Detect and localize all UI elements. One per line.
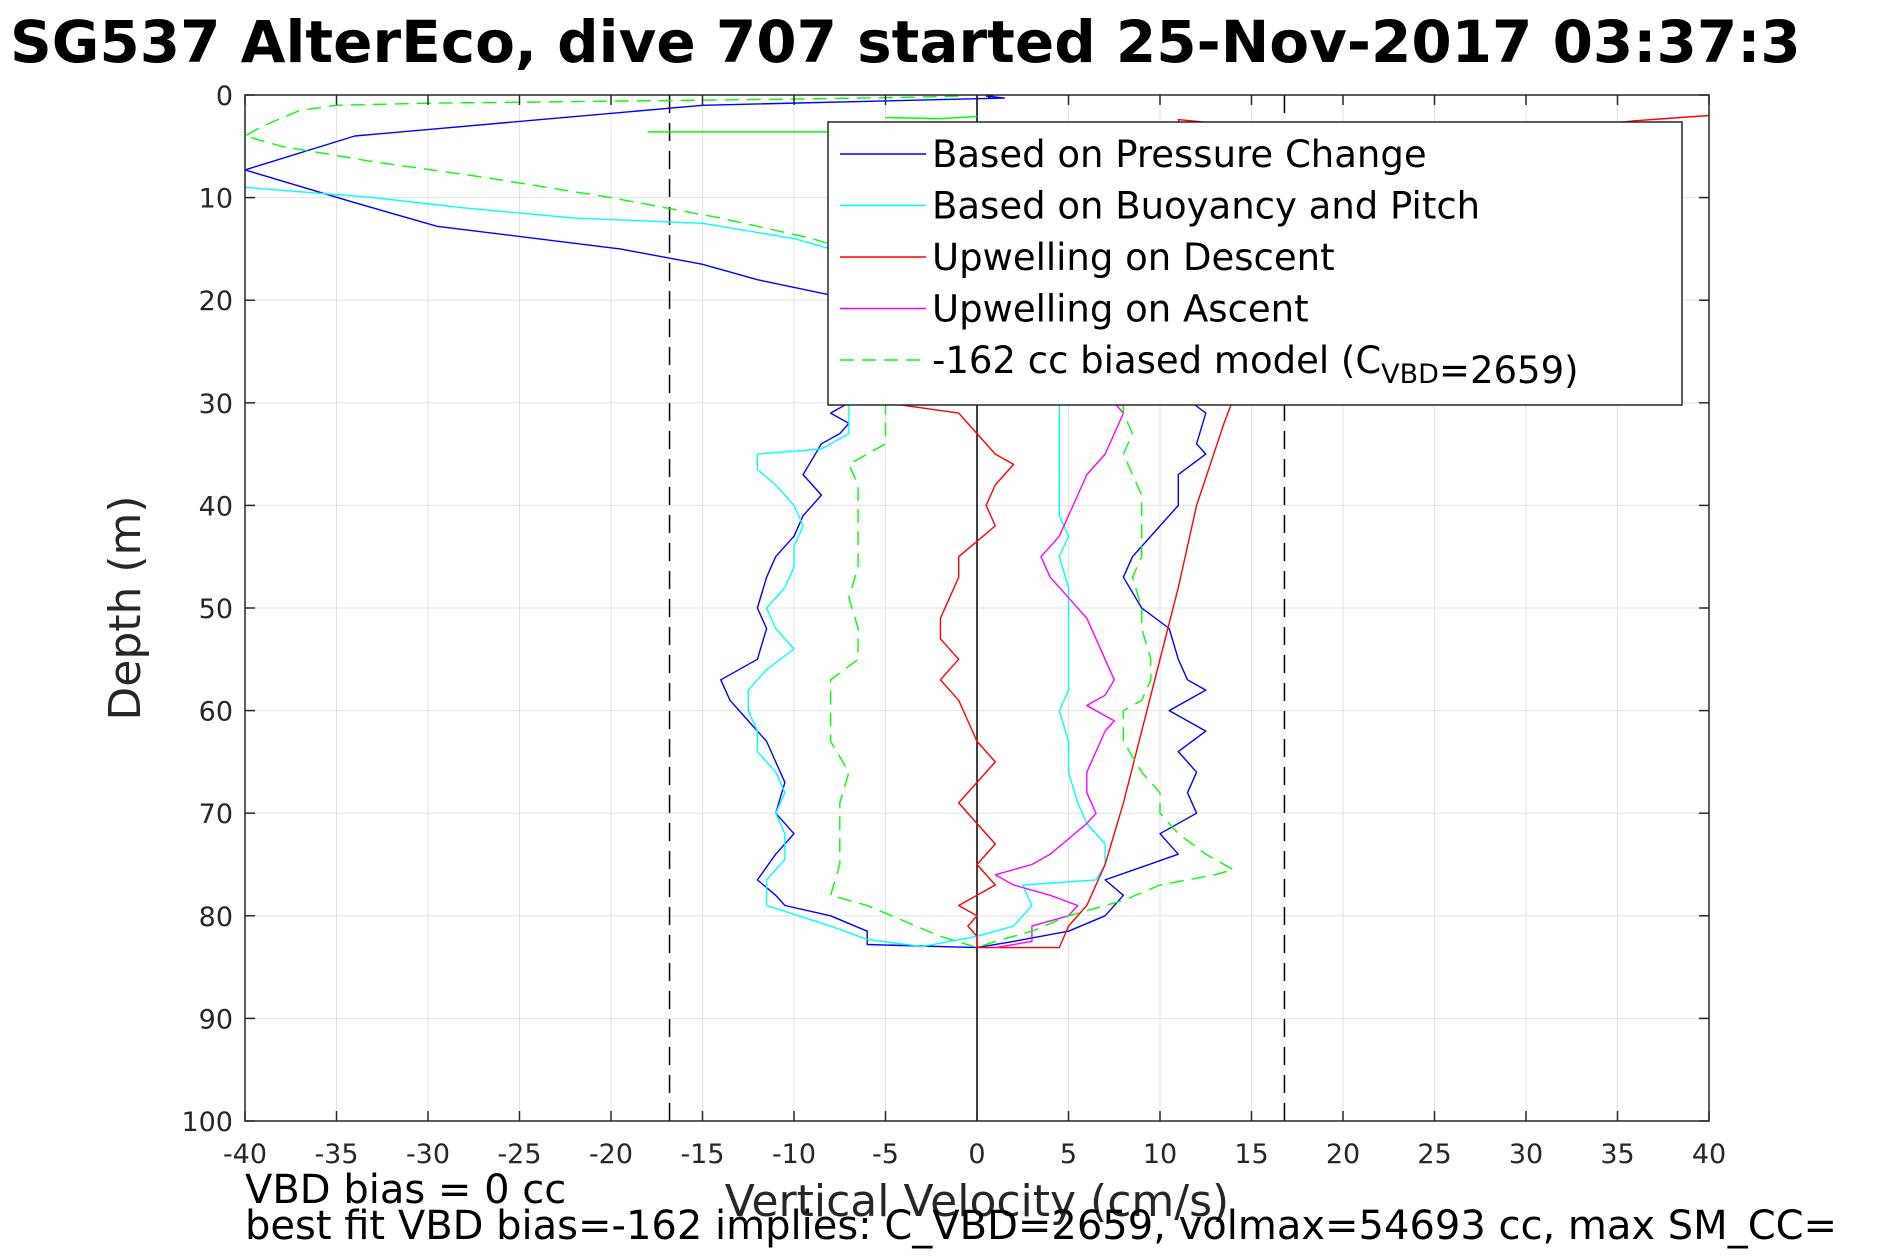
legend-label-2: Upwelling on Descent	[932, 236, 1335, 279]
series-line-3	[994, 402, 1125, 949]
legend-label-3: Upwelling on Ascent	[932, 288, 1309, 331]
x-tick-label: 30	[1509, 1139, 1543, 1170]
x-tick-label: 40	[1692, 1139, 1726, 1170]
legend-label-4: -162 cc biased model (CVBD=2659)	[932, 339, 1579, 392]
y-tick-label: 0	[216, 81, 233, 112]
y-tick-label: 40	[199, 491, 233, 522]
x-tick-label: 10	[1143, 1139, 1177, 1170]
x-tick-label: -15	[680, 1139, 724, 1170]
surface-trace	[885, 115, 978, 120]
x-tick-label: -10	[772, 1139, 816, 1170]
x-tick-label: 20	[1326, 1139, 1360, 1170]
x-axis-label: Vertical Velocity (cm/s)	[725, 1176, 1229, 1227]
x-tick-label: 15	[1234, 1139, 1268, 1170]
x-tick-label: 35	[1600, 1139, 1634, 1170]
x-tick-label: -30	[406, 1139, 450, 1170]
legend-label-1: Based on Buoyancy and Pitch	[932, 185, 1480, 228]
y-axis-label: Depth (m)	[100, 495, 151, 720]
x-tick-label: 5	[1060, 1139, 1077, 1170]
x-tick-label: -25	[497, 1139, 541, 1170]
y-tick-label: 30	[199, 389, 233, 420]
legend-subscript: VBD	[1381, 359, 1439, 390]
chart-title: SG537 AlterEco, dive 707 started 25-Nov-…	[10, 8, 1801, 76]
legend-text: Based on Buoyancy and Pitch	[932, 185, 1480, 228]
tick-labels: -40 -35 -30 -25 -20 -15 -10 -5 0 5 10 15 20 25 30 35 40 0…	[181, 81, 1726, 1170]
legend-text: -162 cc biased model (C	[932, 339, 1381, 382]
y-tick-label: 10	[199, 184, 233, 215]
legend-text: Upwelling on Ascent	[932, 288, 1309, 331]
x-tick-label: -5	[872, 1139, 899, 1170]
x-tick-label: -40	[223, 1139, 267, 1170]
y-tick-label: 60	[199, 697, 233, 728]
legend-text: =2659)	[1439, 349, 1579, 392]
y-tick-label: 50	[199, 594, 233, 625]
y-tick-label: 90	[199, 1004, 233, 1035]
legend: Based on Pressure Change Based on Buoyanc…	[827, 121, 1683, 406]
legend-label-0: Based on Pressure Change	[932, 133, 1427, 176]
legend-text: Based on Pressure Change	[932, 133, 1427, 176]
y-tick-label: 100	[181, 1107, 233, 1138]
vbd-bias-text: VBD bias = 0 cc	[245, 1167, 567, 1213]
x-tick-label: 0	[968, 1139, 985, 1170]
legend-box	[827, 121, 1683, 406]
x-tick-label: -20	[589, 1139, 633, 1170]
y-tick-label: 70	[199, 799, 233, 830]
legend-text: Upwelling on Descent	[932, 236, 1335, 279]
series-line-4	[245, 95, 1234, 949]
best-fit-text: best fit VBD bias=-162 implies: C_VBD=26…	[245, 1203, 1838, 1249]
y-tick-label: 20	[199, 286, 233, 317]
x-tick-label: 25	[1417, 1139, 1451, 1170]
x-tick-label: -35	[314, 1139, 358, 1170]
y-tick-label: 80	[199, 902, 233, 933]
